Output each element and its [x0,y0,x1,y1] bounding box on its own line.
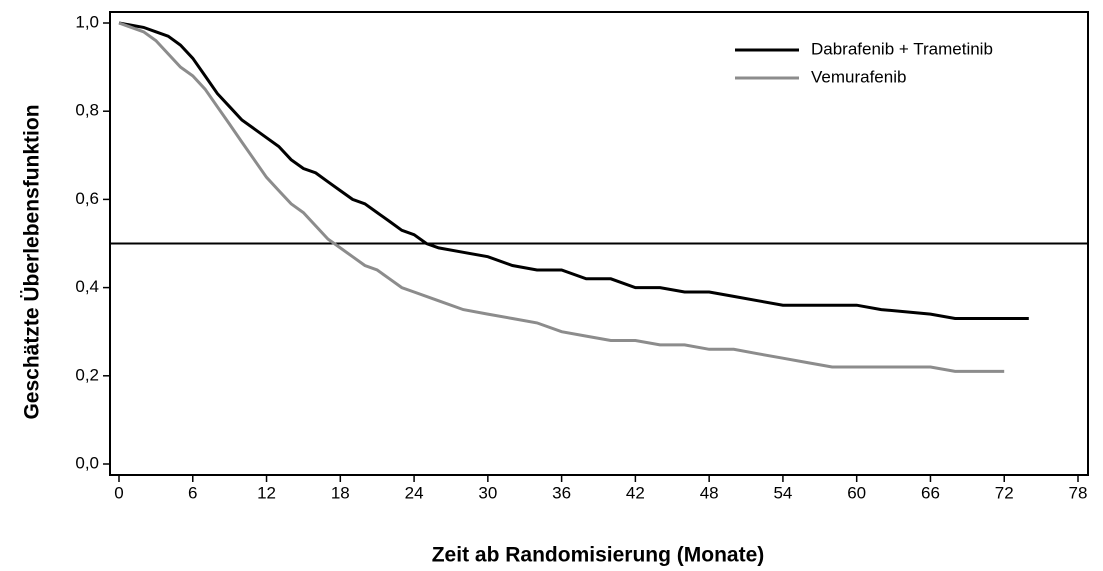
y-tick-label: 1,0 [75,12,99,31]
x-tick-label: 78 [1069,483,1088,502]
y-axis-title: Geschätzte Überlebensfunktion [21,104,44,419]
y-tick-label: 0,0 [75,453,99,472]
survival-curve [118,21,1029,320]
x-tick-label: 36 [552,483,571,502]
legend-label: Dabrafenib + Trametinib [811,39,993,58]
x-tick-label: 72 [995,483,1014,502]
x-tick-label: 54 [773,483,792,502]
x-tick-label: 12 [257,483,276,502]
y-tick-label: 0,2 [75,365,99,384]
x-tick-label: 24 [405,483,424,502]
x-tick-label: 48 [700,483,719,502]
x-axis-title: Zeit ab Randomisierung (Monate) [432,544,765,567]
y-tick-label: 0,4 [75,277,99,296]
y-tick-label: 0,6 [75,189,99,208]
x-tick-label: 42 [626,483,645,502]
x-tick-label: 30 [478,483,497,502]
x-tick-label: 0 [114,483,123,502]
legend-label: Vemurafenib [811,67,906,86]
survival-curve [118,21,1005,373]
x-tick-label: 66 [921,483,940,502]
y-tick-label: 0,8 [75,101,99,120]
x-tick-label: 6 [188,483,197,502]
x-tick-label: 60 [847,483,866,502]
x-tick-label: 18 [331,483,350,502]
